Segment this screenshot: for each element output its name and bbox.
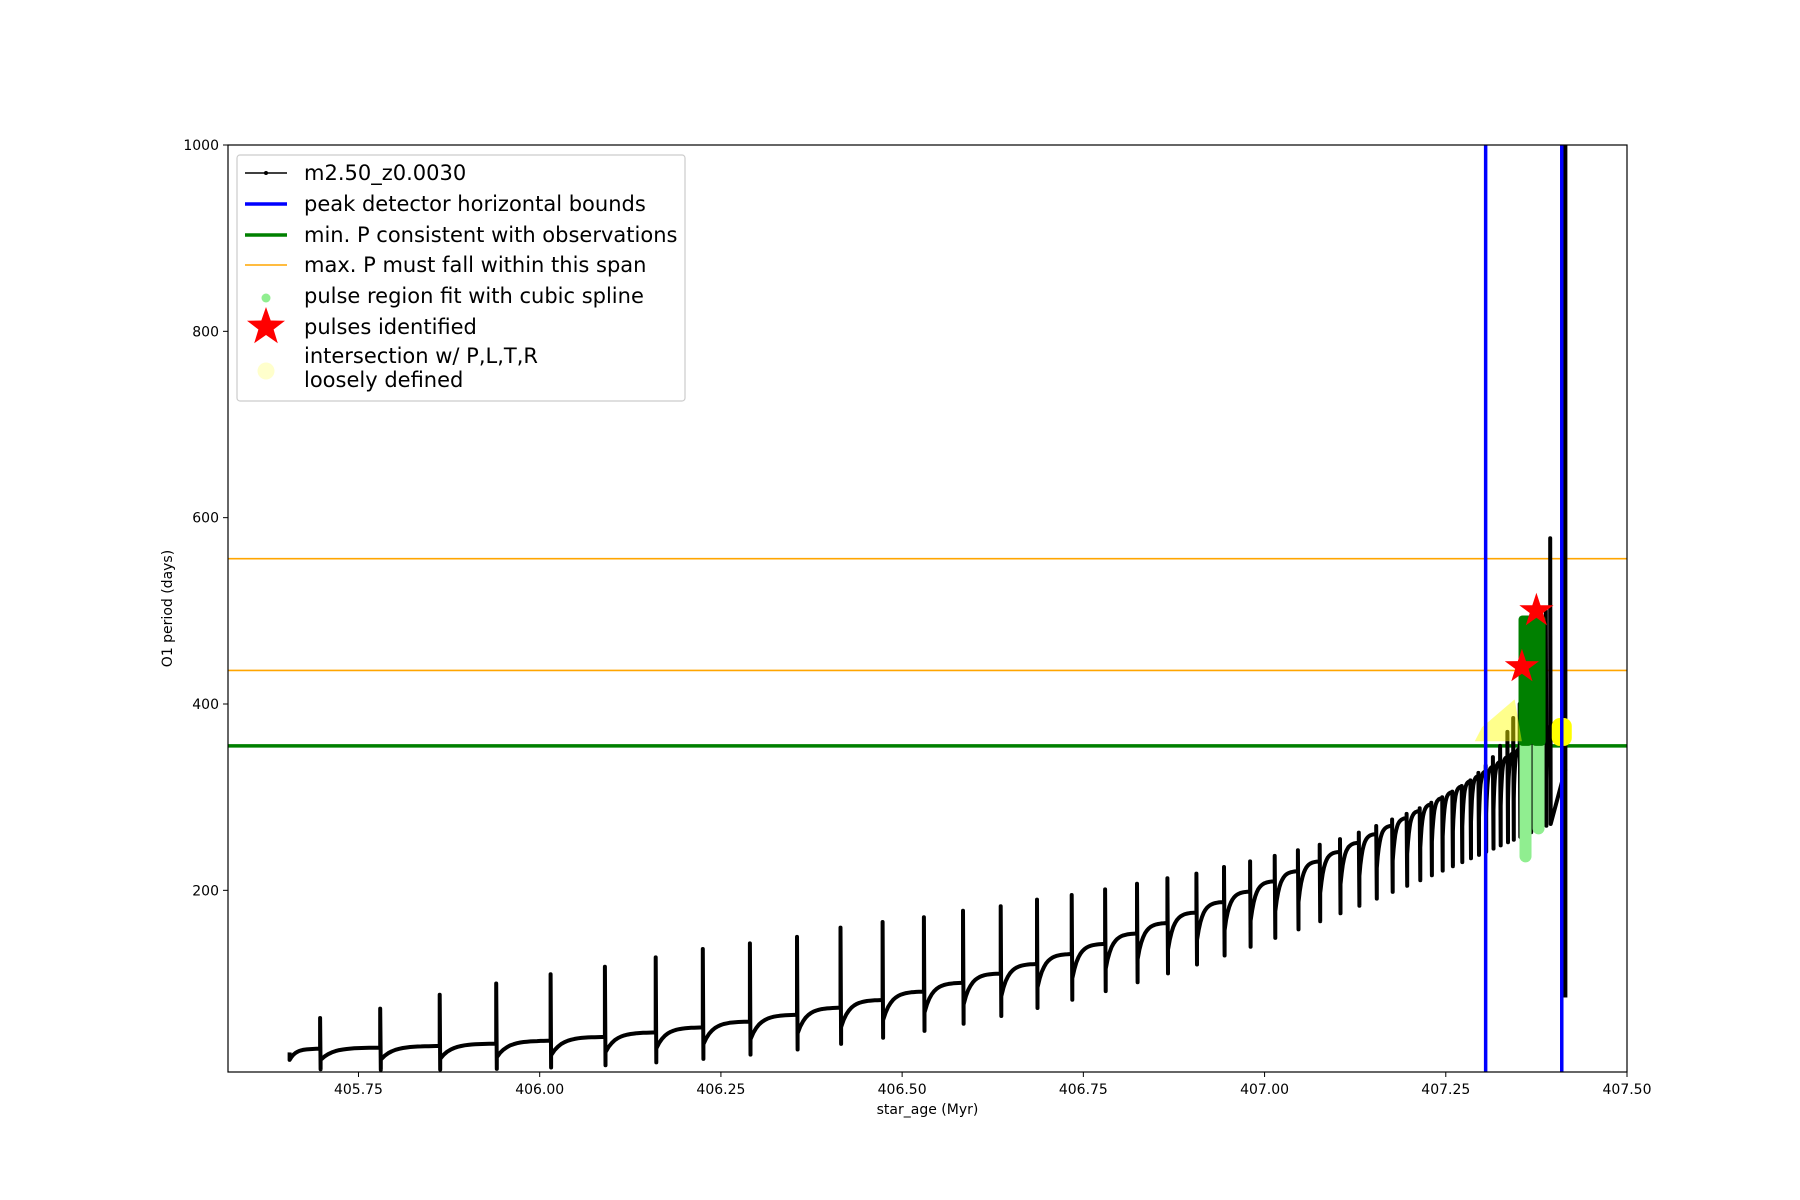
legend-label-4: pulse region fit with cubic spline [304,284,644,308]
series-line [287,536,1568,1072]
legend-marker-5 [247,307,285,344]
x-tick-label-7: 407.50 [1603,1082,1652,1098]
y-tick-label-3: 800 [192,324,219,340]
legend-marker-dot-0 [264,171,268,175]
y-axis-label: O1 period (days) [160,550,176,667]
intersection-region [1474,699,1522,742]
pulse-star-0 [1504,648,1539,682]
x-tick-label-0: 405.75 [334,1082,383,1098]
x-axis-label: star_age (Myr) [877,1102,979,1118]
legend-label-6: intersection w/ P,L,T,R [304,344,538,368]
x-tick-label-5: 407.00 [1240,1082,1289,1098]
y-tick-label-2: 600 [192,511,219,527]
y-tick-label-0: 200 [192,883,219,899]
plot-frame [227,144,1628,1073]
x-tick-label-4: 406.75 [1059,1082,1108,1098]
x-tick-label-6: 407.25 [1421,1082,1470,1098]
legend-marker-4 [261,293,271,303]
legend-label-2: min. P consistent with observations [304,223,677,247]
legend-label-3: max. P must fall within this span [304,253,646,277]
legend-label-6-line2: loosely defined [304,368,463,392]
plot-layer [228,145,1627,1072]
legend-label-5: pulses identified [304,315,477,339]
spline-region-green-0 [1518,615,1533,746]
x-tick-label-1: 406.00 [515,1082,564,1098]
x-tick-label-3: 406.50 [878,1082,927,1098]
legend-marker-6 [257,362,275,380]
legend-box [236,154,686,402]
y-tick-label-4: 1000 [183,138,219,154]
legend-label-1: peak detector horizontal bounds [304,192,646,216]
legend-label-0: m2.50_z0.0030 [304,161,466,186]
spline-region-green-1 [1531,615,1546,746]
plot-content [228,145,1627,1072]
ticks-layer: 405.75 406.00 406.25 406.50 406.75 407.00 407.… [183,138,1651,1098]
x-tick-label-2: 406.25 [696,1082,745,1098]
pulse-star-1 [1519,592,1554,626]
y-tick-label-1: 400 [192,697,219,713]
